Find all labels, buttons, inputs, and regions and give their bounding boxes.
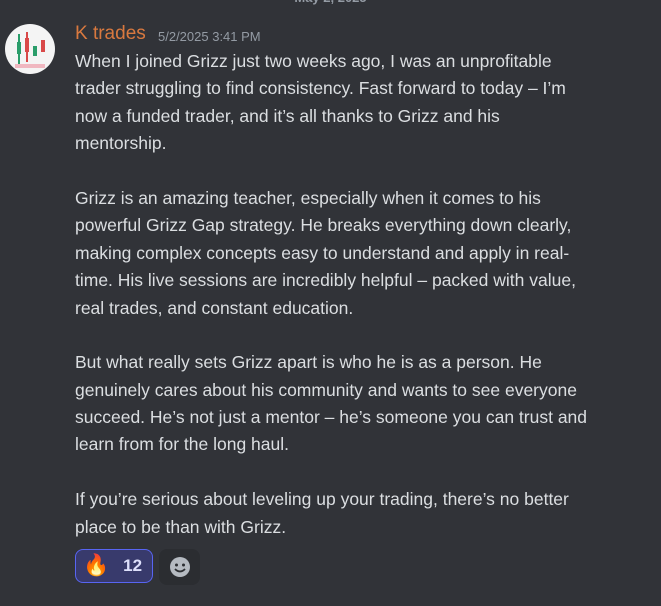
date-divider: May 2, 2025	[0, 0, 661, 5]
text-line: But what really sets Grizz apart is who …	[75, 352, 542, 373]
reactions: 🔥 12	[75, 549, 200, 585]
text-line: genuinely cares about his community and …	[75, 379, 577, 400]
text-line: mentorship.	[75, 133, 167, 154]
text-line: succeed. He’s not just a mentor – he’s s…	[75, 407, 588, 428]
author-name[interactable]: K trades	[75, 23, 146, 44]
text-line: time. His live sessions are incredibly h…	[75, 270, 576, 291]
reaction-count: 12	[123, 556, 143, 575]
timestamp: 5/2/2025 3:41 PM	[158, 29, 261, 44]
add-reaction[interactable]	[159, 549, 200, 585]
message-body: When I joined Grizz just two weeks ago, …	[75, 48, 587, 541]
paragraph: Grizz is an amazing teacher, especially …	[75, 185, 587, 322]
text-line: Grizz is an amazing teacher, especially …	[75, 187, 541, 208]
paragraph: But what really sets Grizz apart is who …	[75, 349, 587, 459]
text-line: place to be than with Grizz.	[75, 516, 287, 537]
add-reaction-icon	[169, 557, 190, 577]
reaction-emoji: 🔥	[83, 554, 110, 577]
text-line: trader struggling to find consistency. F…	[75, 78, 566, 99]
text-line: real trades, and constant education.	[75, 297, 354, 318]
text-line: now a funded trader, and it’s all thanks…	[75, 105, 500, 126]
text-line: making complex concepts easy to understa…	[75, 242, 570, 263]
avatar[interactable]	[5, 24, 55, 74]
paragraph: If you’re serious about leveling up your…	[75, 486, 587, 541]
text-line: If you’re serious about leveling up your…	[75, 489, 569, 510]
reaction[interactable]: 🔥 12	[75, 549, 153, 583]
text-line: powerful Grizz Gap strategy. He breaks e…	[75, 215, 572, 236]
paragraph: When I joined Grizz just two weeks ago, …	[75, 48, 587, 158]
text-line: When I joined Grizz just two weeks ago, …	[75, 51, 552, 71]
text-line: learn from for the long haul.	[75, 434, 290, 455]
